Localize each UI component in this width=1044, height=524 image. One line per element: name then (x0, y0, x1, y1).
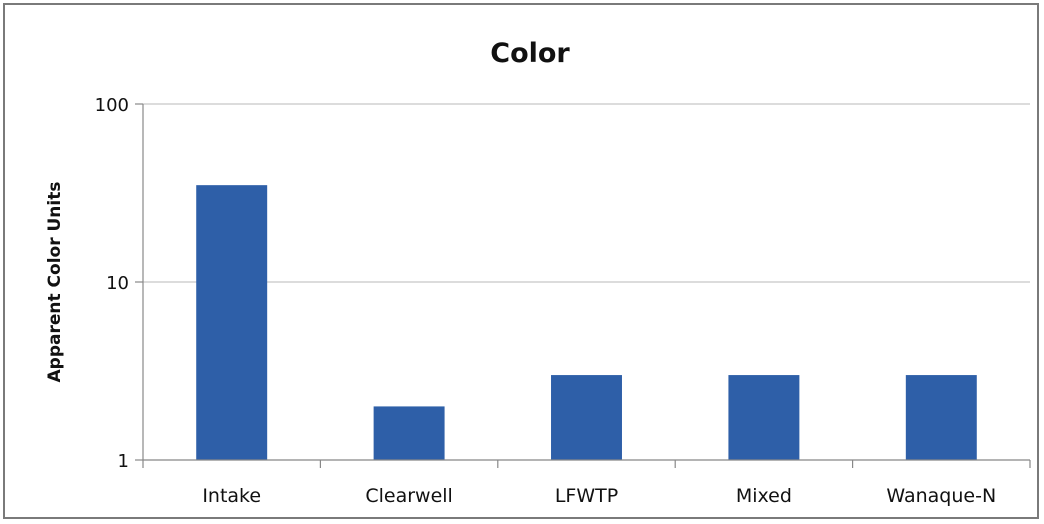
bar-intake (196, 185, 268, 460)
gridlines (143, 103, 1030, 283)
x-tick-label: LFWTP (555, 485, 618, 507)
x-tick-labels: Intake Clearwell LFWTP Mixed Wanaque-N (202, 485, 996, 507)
x-tick-label: Wanaque-N (886, 485, 996, 507)
axes (135, 103, 1031, 468)
chart-title: Color (490, 38, 570, 69)
bar-clearwell (373, 406, 445, 460)
y-tick-label: 100 (95, 95, 129, 116)
x-tick-label: Clearwell (365, 485, 452, 507)
y-tick-label: 10 (106, 273, 129, 294)
x-tick-label: Intake (202, 485, 261, 507)
x-tick-label: Mixed (736, 485, 792, 507)
bar-mixed (728, 375, 800, 460)
y-axis-label: Apparent Color Units (45, 182, 65, 383)
bars (196, 185, 977, 460)
y-tick-labels: 1 10 100 (95, 95, 129, 472)
chart-frame (3, 3, 1039, 519)
y-tick-label: 1 (118, 451, 129, 472)
bar-wanaque-n (905, 375, 977, 460)
bar-lfwtp (551, 375, 622, 460)
